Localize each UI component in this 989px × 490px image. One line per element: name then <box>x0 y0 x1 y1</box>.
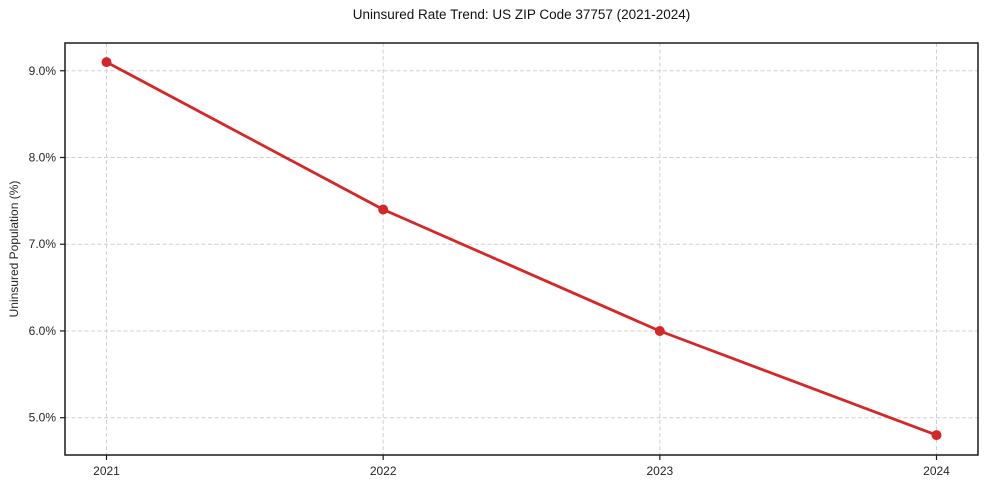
data-point <box>931 430 942 441</box>
y-tick-label: 6.0% <box>29 324 57 338</box>
y-tick-label: 8.0% <box>29 150 57 164</box>
x-tick-label: 2021 <box>93 464 120 478</box>
x-tick-label: 2022 <box>370 464 397 478</box>
data-point <box>378 204 389 215</box>
y-tick-label: 7.0% <box>29 237 57 251</box>
plot-border <box>64 42 979 456</box>
y-tick-label: 9.0% <box>29 64 57 78</box>
chart-title: Uninsured Rate Trend: US ZIP Code 37757 … <box>352 7 691 22</box>
x-tick-label: 2023 <box>646 464 673 478</box>
data-point <box>654 326 665 336</box>
y-tick-label: 5.0% <box>29 411 57 425</box>
x-tick-label: 2024 <box>923 464 950 478</box>
data-point <box>101 57 112 68</box>
series-line <box>105 60 938 437</box>
